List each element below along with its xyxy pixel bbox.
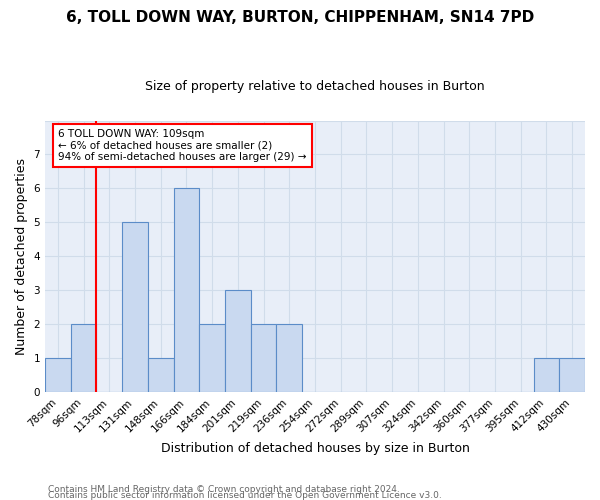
Bar [225, 290, 251, 392]
Bar [122, 222, 148, 392]
Y-axis label: Number of detached properties: Number of detached properties [15, 158, 28, 355]
Bar [251, 324, 277, 392]
Bar [173, 188, 199, 392]
X-axis label: Distribution of detached houses by size in Burton: Distribution of detached houses by size … [161, 442, 469, 455]
Text: Contains HM Land Registry data © Crown copyright and database right 2024.: Contains HM Land Registry data © Crown c… [48, 485, 400, 494]
Text: 6 TOLL DOWN WAY: 109sqm
← 6% of detached houses are smaller (2)
94% of semi-deta: 6 TOLL DOWN WAY: 109sqm ← 6% of detached… [58, 129, 307, 162]
Bar [277, 324, 302, 392]
Bar [148, 358, 173, 392]
Bar [45, 358, 71, 392]
Text: 6, TOLL DOWN WAY, BURTON, CHIPPENHAM, SN14 7PD: 6, TOLL DOWN WAY, BURTON, CHIPPENHAM, SN… [66, 10, 534, 25]
Text: Contains public sector information licensed under the Open Government Licence v3: Contains public sector information licen… [48, 491, 442, 500]
Bar [71, 324, 97, 392]
Bar [533, 358, 559, 392]
Bar [559, 358, 585, 392]
Title: Size of property relative to detached houses in Burton: Size of property relative to detached ho… [145, 80, 485, 93]
Bar [199, 324, 225, 392]
